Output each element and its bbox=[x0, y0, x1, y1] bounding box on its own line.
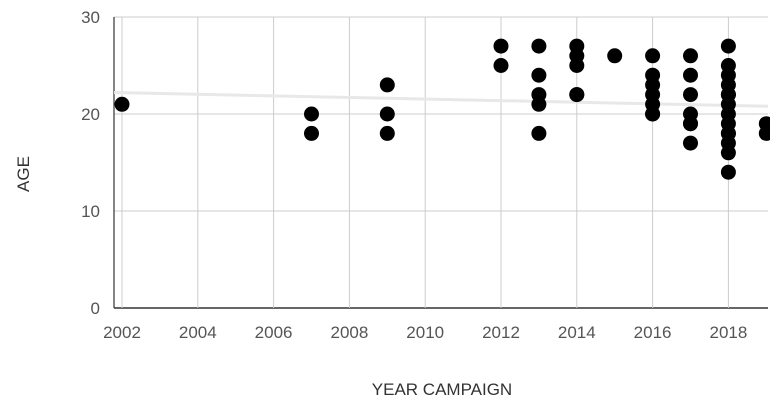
data-point bbox=[379, 125, 395, 141]
data-point bbox=[683, 67, 698, 83]
x-tick-label: 2016 bbox=[634, 323, 672, 342]
data-point bbox=[531, 67, 547, 83]
data-point bbox=[683, 135, 698, 151]
y-tick-labels: 0 10 20 30 bbox=[81, 8, 100, 318]
data-point bbox=[304, 106, 319, 122]
data-point bbox=[304, 125, 319, 141]
data-point bbox=[493, 38, 509, 54]
data-point bbox=[645, 48, 661, 64]
data-point bbox=[569, 87, 585, 103]
x-tick-label: 2004 bbox=[179, 323, 217, 342]
data-point bbox=[531, 96, 547, 112]
x-tick-label: 2002 bbox=[103, 323, 141, 342]
data-point bbox=[683, 116, 698, 132]
data-point bbox=[493, 58, 509, 73]
trendline bbox=[113, 90, 769, 108]
data-point bbox=[379, 106, 395, 122]
data-point bbox=[683, 48, 698, 64]
x-tick-label: 2014 bbox=[558, 323, 596, 342]
y-tick-label: 10 bbox=[81, 202, 100, 221]
data-point bbox=[683, 87, 698, 103]
data-points bbox=[114, 38, 770, 180]
x-tick-label: 2006 bbox=[255, 323, 293, 342]
data-point bbox=[114, 96, 130, 112]
data-point bbox=[720, 125, 736, 141]
x-tick-label: 2010 bbox=[406, 323, 444, 342]
x-tick-label: 2008 bbox=[330, 323, 368, 342]
data-point bbox=[569, 58, 585, 73]
data-point bbox=[645, 106, 661, 122]
y-tick-label: 30 bbox=[81, 8, 100, 27]
data-point bbox=[607, 48, 623, 64]
data-point bbox=[379, 77, 395, 93]
data-point bbox=[720, 87, 736, 103]
data-point bbox=[720, 164, 736, 180]
x-tick-labels: 2002 2004 2006 2008 2010 2012 2014 2016 2018 bbox=[103, 323, 747, 342]
data-point bbox=[758, 125, 770, 141]
data-point bbox=[531, 125, 547, 141]
data-point bbox=[720, 145, 736, 161]
y-axis-title: AGE bbox=[14, 156, 33, 192]
x-tick-label: 2018 bbox=[709, 323, 747, 342]
y-tick-label: 20 bbox=[81, 105, 100, 124]
data-point bbox=[531, 38, 547, 54]
x-axis-title: YEAR CAMPAIGN bbox=[372, 380, 512, 399]
y-tick-label: 0 bbox=[91, 299, 100, 318]
data-point bbox=[720, 38, 736, 54]
x-tick-label: 2012 bbox=[482, 323, 520, 342]
grid bbox=[113, 16, 768, 309]
